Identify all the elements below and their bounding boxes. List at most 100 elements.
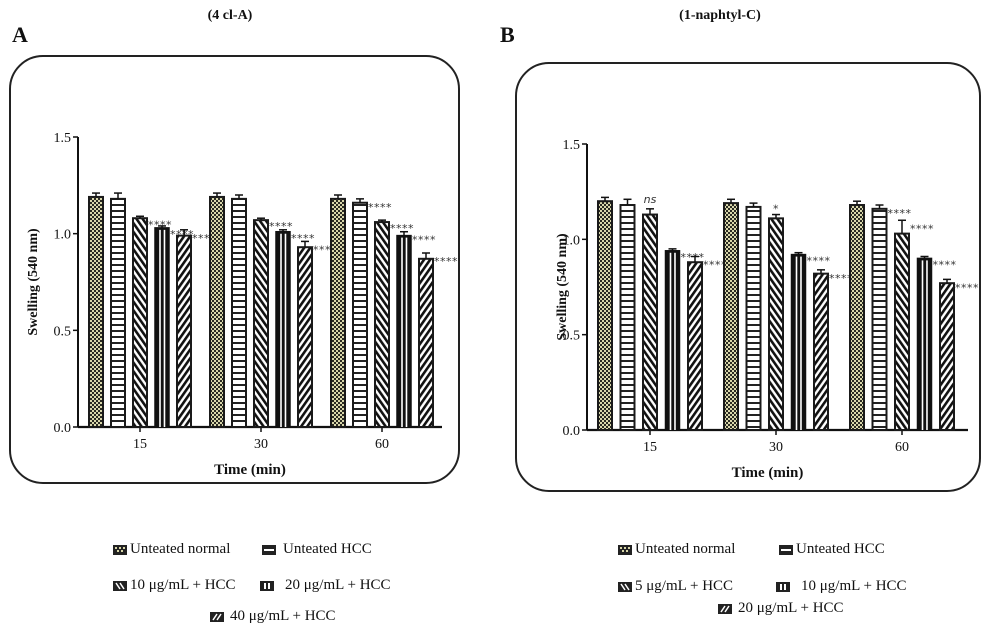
legend-a-item-1: Unteated HCC	[262, 541, 372, 558]
chart-a-x-tick-label: 60	[375, 437, 389, 452]
chart-b-x-axis-label: Time (min)	[732, 465, 804, 481]
chart-b-bar-group	[790, 251, 807, 431]
chart-b-bar	[664, 250, 681, 431]
chart-b-bar	[745, 205, 762, 431]
chart-b-bar	[916, 257, 933, 431]
legend-a-item-4: 40 μg/mL + HCC	[210, 608, 336, 625]
chart-b-significance-label: ****	[933, 258, 957, 271]
chart-b-bar-stripe	[795, 256, 798, 430]
vertical-lines-swatch-icon	[776, 581, 790, 592]
chart-a-bar-group	[418, 252, 434, 428]
chart-b-bar	[768, 217, 784, 431]
chart-b-y-tick-label: 0.5	[563, 329, 581, 344]
legend-a-item-2: 10 μg/mL + HCC	[113, 577, 236, 594]
chart-b-significance-label: ns	[644, 193, 657, 206]
chart-b-bar-stripe	[800, 256, 802, 430]
chart-b-y-axis-label: Swelling (540 nm)	[555, 233, 570, 341]
legend-b-item-3: 10 μg/mL + HCC	[776, 578, 907, 595]
legend-b-label-0: Unteated normal	[635, 541, 736, 557]
chart-b-bar	[619, 204, 636, 431]
legend-b-item-2: 5 μg/mL + HCC	[618, 578, 733, 595]
chart-a-bar-group	[253, 217, 269, 428]
chart-a-bar-group	[374, 219, 390, 428]
chart-a-y-tick-label: 0.0	[54, 421, 72, 436]
chart-b-bar	[939, 282, 955, 432]
chart-a-significance-label: ****	[368, 201, 392, 214]
vertical-lines-swatch-icon	[260, 580, 274, 591]
legend-a-item-0: Unteated normal	[113, 541, 230, 558]
chart-b-bar-group	[916, 255, 933, 431]
chart-a-y-tick-label: 0.5	[54, 324, 72, 339]
legend-a-label-2: 10 μg/mL + HCC	[130, 577, 236, 593]
legend-a-label-0: Unteated normal	[130, 541, 231, 557]
legend-b-item-1: Unteated HCC	[779, 541, 885, 558]
chart-a-bar-group	[396, 230, 412, 428]
legend-b-label-4: 20 μg/mL + HCC	[738, 600, 844, 616]
chart-a-bar-group	[154, 225, 170, 428]
chart-a-y-tick-label: 1.5	[54, 131, 72, 146]
chart-b-x-tick-label: 30	[769, 440, 783, 455]
panel-a-letter: A	[12, 22, 28, 47]
legend-b-label-1: Unteated HCC	[796, 541, 885, 557]
chart-b-bar	[894, 232, 910, 431]
chart-a-bar-stripe	[401, 237, 403, 427]
chart-b-significance-label: ****	[807, 255, 831, 268]
chart-b-significance-label: ****	[681, 251, 705, 264]
chart-b-significance-label: ****	[888, 207, 912, 220]
chart-b-bar-group	[723, 198, 739, 431]
chart-b-bar-group	[894, 219, 910, 431]
legend-a-label-1: Unteated HCC	[283, 541, 372, 557]
checker-swatch-icon	[618, 544, 632, 555]
chart-b-bar	[723, 202, 739, 431]
chart-b-x-tick-label: 15	[643, 440, 657, 455]
chart-a-x-axis-label: Time (min)	[214, 462, 286, 478]
chart-b-significance-label: ****	[703, 258, 727, 271]
chart-b-bar	[790, 253, 807, 431]
chart-b-bar-stripe	[921, 260, 924, 430]
chart-b-bar-group	[849, 200, 865, 431]
chart-b-bar	[687, 261, 703, 432]
chart-b-bar-group	[664, 248, 681, 431]
legend-b-label-2: 5 μg/mL + HCC	[635, 578, 734, 594]
chart-a-bar-group	[176, 229, 192, 428]
chart-a-bar-stripe	[163, 229, 166, 427]
chart-b-bar	[642, 213, 658, 431]
chart-a-bar-group	[352, 198, 368, 428]
chart-a-bar-group	[330, 194, 346, 428]
chart-a-bar-stripe	[405, 237, 408, 427]
chart-b-significance-label: ****	[955, 281, 979, 294]
chart-a-bar-stripe	[159, 229, 161, 427]
chart-b-bar	[849, 204, 865, 431]
chart-b-bar-stripe	[926, 260, 928, 430]
chart-b-bar-group	[813, 269, 829, 431]
chart-a-bar-group	[110, 192, 126, 428]
chart-b-x-tick-label: 60	[895, 440, 909, 455]
chart-a-significance-label: ****	[412, 234, 436, 247]
panel-b-title: (1-naphtyl-C)	[679, 8, 761, 23]
chart-b-bar-group	[619, 198, 636, 431]
chart-b: 0.0 0.5 1.0 1.5 Swelling (540 nm) 15 30 60 Time …	[555, 138, 979, 481]
chart-b-y-tick-label: 1.0	[563, 233, 581, 248]
diagonal-down-swatch-icon	[113, 580, 127, 591]
diagonal-up-swatch-icon	[210, 611, 224, 622]
panel-a-title: (4 cl-A)	[207, 8, 253, 23]
diagonal-down-swatch-icon	[618, 581, 632, 592]
horizontal-lines-swatch-icon	[262, 544, 276, 555]
legend-a-label-4: 40 μg/mL + HCC	[230, 608, 336, 624]
chart-b-bar-stripe	[669, 252, 672, 430]
chart-b-bar	[871, 207, 888, 431]
chart-a-bar-group	[275, 229, 291, 428]
chart-a-bar-group	[132, 215, 148, 428]
chart-b-bar-group	[642, 208, 658, 431]
chart-b-bar-group	[745, 202, 762, 431]
chart-a-bar-group	[209, 192, 225, 428]
chart-b-significance-label: ****	[910, 222, 934, 235]
chart-b-bar	[813, 272, 829, 431]
chart-a-significance-label: ****	[434, 255, 458, 268]
chart-b-bar-group	[768, 213, 784, 431]
horizontal-lines-swatch-icon	[779, 544, 793, 555]
checker-swatch-icon	[113, 544, 127, 555]
chart-b-y-tick-label: 0.0	[563, 424, 581, 439]
legend-b-item-4: 20 μg/mL + HCC	[718, 600, 844, 617]
chart-b-bar	[597, 200, 613, 431]
